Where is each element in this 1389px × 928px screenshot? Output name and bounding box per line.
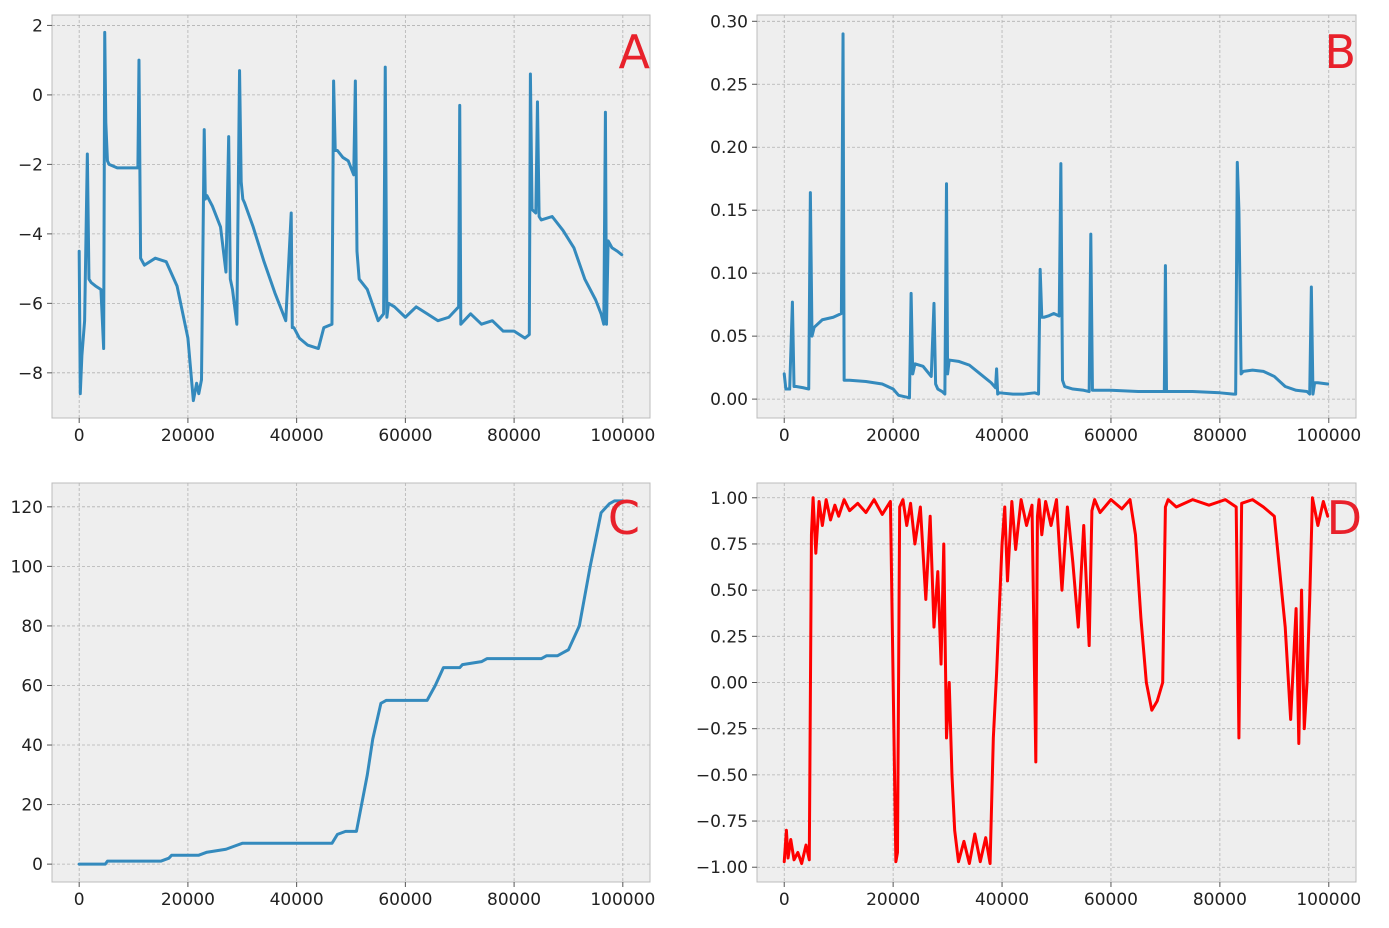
x-tick-label: 100000 (590, 426, 655, 446)
y-tick-label: −6 (18, 294, 43, 314)
x-tick-label: 100000 (1296, 890, 1361, 910)
x-tick-label: 40000 (975, 426, 1029, 446)
chart-panel-d: 0 20000 40000 60000 80000 100000 −1.00 −0.75 −0.… (696, 482, 1362, 910)
x-tick-label: 100000 (1296, 426, 1361, 446)
y-tick-label: −1.00 (696, 858, 748, 878)
y-tick-label: 0.10 (710, 264, 748, 284)
x-tick-label: 80000 (1193, 426, 1247, 446)
y-tick-label: −4 (18, 225, 43, 245)
x-tick-label: 0 (74, 426, 85, 446)
x-tick-label: 20000 (866, 890, 920, 910)
panel-letter-a: A (619, 25, 651, 79)
series-line (782, 496, 1330, 866)
y-tick-label: −0.75 (696, 812, 748, 832)
x-tick-label: 80000 (487, 426, 541, 446)
y-tick-label: 0 (32, 855, 43, 875)
x-tick-label: 0 (74, 890, 85, 910)
y-tick-label: 0 (32, 86, 43, 106)
y-tick-label: 0.30 (710, 12, 748, 32)
x-tick-label: 40000 (270, 890, 324, 910)
y-tick-label: 0.15 (710, 201, 748, 221)
chart-panel-c: 0 20000 40000 60000 80000 100000 0 20 40 60 80 100 1… (11, 482, 655, 910)
x-tick-label: 40000 (270, 426, 324, 446)
panel-letter-d: D (1327, 491, 1362, 545)
y-tick-label: 1.00 (710, 489, 748, 509)
x-tick-label: 80000 (1193, 890, 1247, 910)
y-tick-label: 40 (21, 736, 43, 756)
x-tick-label: 0 (779, 426, 790, 446)
y-tick-label: 0.00 (710, 390, 748, 410)
y-tick-label: 0.25 (710, 75, 748, 95)
x-tick-label: 60000 (378, 426, 432, 446)
x-tick-label: 20000 (161, 426, 215, 446)
y-tick-label: 0.20 (710, 138, 748, 158)
x-tick-label: 60000 (1084, 426, 1138, 446)
y-tick-label: 80 (21, 617, 43, 637)
x-tick-label: 40000 (975, 890, 1029, 910)
x-tick-label: 20000 (161, 890, 215, 910)
series-line (77, 499, 625, 866)
y-tick-label: 0.00 (710, 674, 748, 694)
series-line (782, 32, 1330, 400)
y-tick-label: 2 (32, 16, 43, 36)
y-tick-label: 120 (11, 498, 43, 518)
series-line (77, 30, 624, 403)
y-tick-label: 0.75 (710, 535, 748, 555)
y-tick-label: 0.50 (710, 581, 748, 601)
x-tick-label: 60000 (378, 890, 432, 910)
x-tick-label: 80000 (487, 890, 541, 910)
y-tick-label: 0.25 (710, 627, 748, 647)
y-tick-label: −0.25 (696, 720, 748, 740)
x-tick-label: 60000 (1084, 890, 1138, 910)
y-tick-label: 60 (21, 676, 43, 696)
y-tick-label: −0.50 (696, 766, 748, 786)
y-tick-label: 20 (21, 796, 43, 816)
chart-panel-b: 0 20000 40000 60000 80000 100000 0.00 0.05 0.10 0… (710, 12, 1361, 446)
y-tick-label: 100 (11, 557, 43, 577)
y-tick-label: −8 (18, 364, 43, 384)
x-tick-label: 100000 (590, 890, 655, 910)
y-tick-label: 0.05 (710, 327, 748, 347)
x-tick-label: 20000 (866, 426, 920, 446)
plot-area (756, 482, 1357, 883)
chart-panel-a: 0 20000 40000 60000 80000 100000 −8 −6 −4 −2 0 2 A (18, 14, 655, 446)
plot-area (51, 482, 651, 883)
plot-area (756, 14, 1357, 419)
panel-letter-b: B (1324, 25, 1356, 79)
panel-letter-c: C (608, 491, 640, 545)
y-tick-label: −2 (18, 155, 43, 175)
x-tick-label: 0 (779, 890, 790, 910)
